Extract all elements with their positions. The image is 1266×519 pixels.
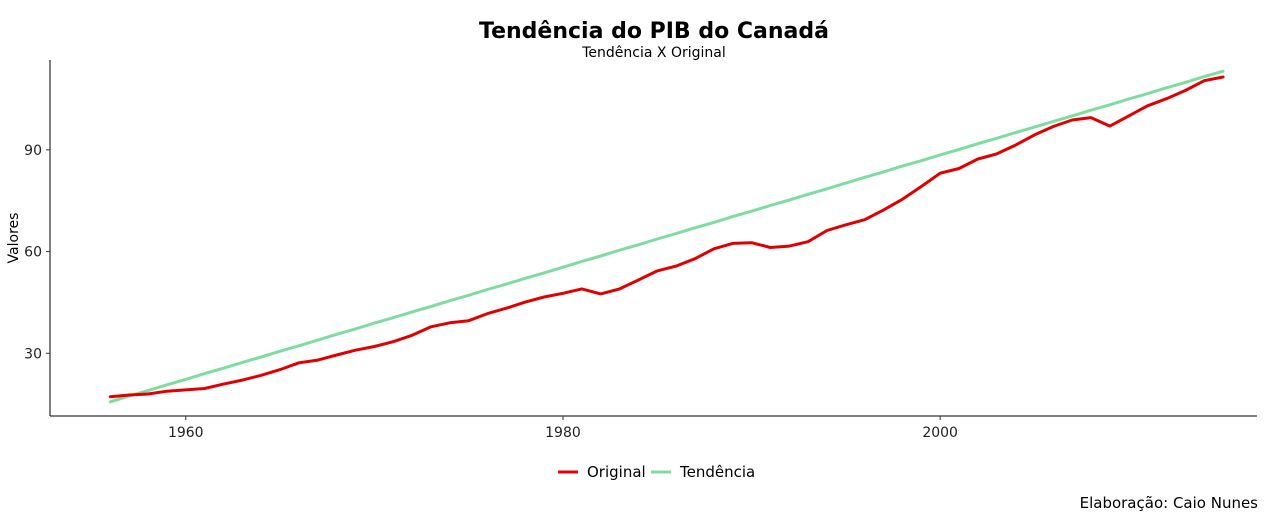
y-tick-label: 60	[24, 245, 42, 261]
y-ticks: 30 60 90	[24, 143, 50, 362]
legend: Original Tendência	[558, 463, 755, 481]
chart-title: Tendência do PIB do Canadá	[479, 19, 829, 44]
y-axis-title: Valores	[6, 213, 22, 264]
legend-label-tendencia: Tendência	[679, 463, 755, 481]
x-tick-label: 1980	[545, 425, 581, 441]
y-tick-label: 90	[24, 143, 42, 159]
legend-label-original: Original	[587, 463, 646, 481]
x-tick-label: 2000	[922, 425, 958, 441]
x-tick-label: 1960	[168, 425, 204, 441]
series-line-original	[108, 75, 1225, 399]
y-tick-label: 30	[24, 346, 42, 362]
caption: Elaboração: Caio Nunes	[1080, 494, 1259, 512]
chart-subtitle: Tendência X Original	[581, 45, 725, 61]
series-line-tendencia	[108, 69, 1225, 404]
plot-area	[108, 69, 1225, 404]
x-ticks: 1960 1980 2000	[168, 416, 958, 441]
